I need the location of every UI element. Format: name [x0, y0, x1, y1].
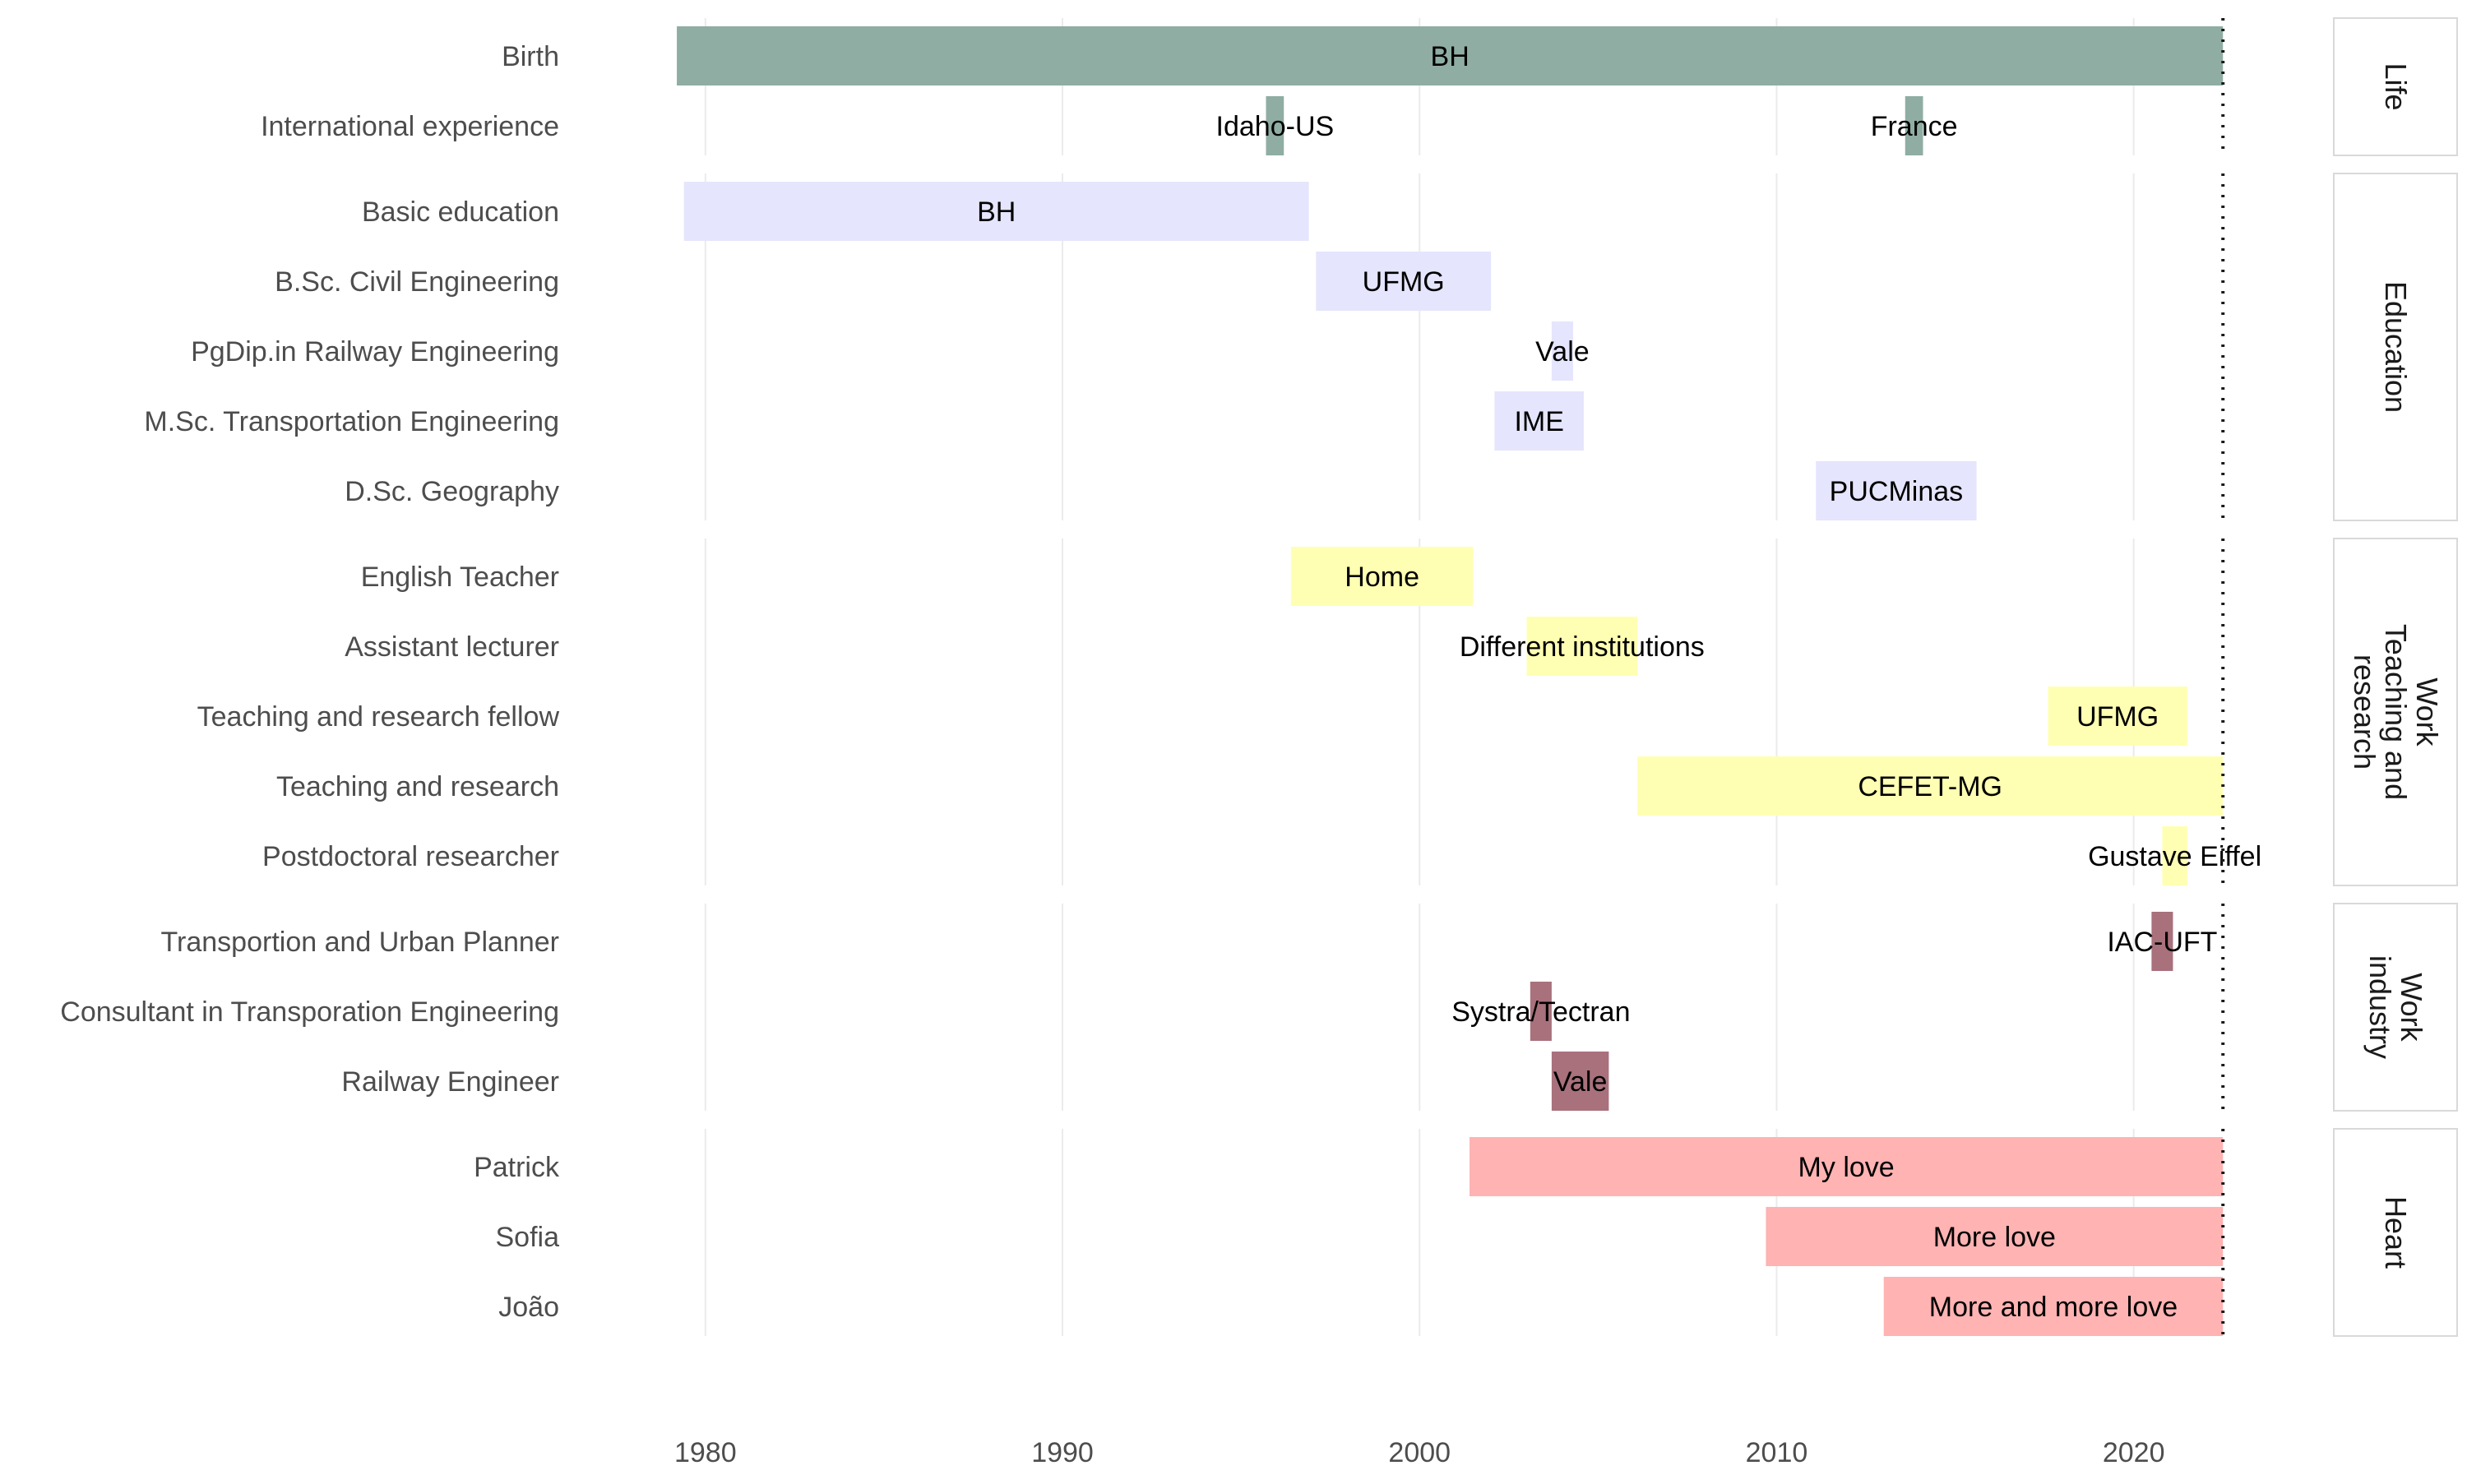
row-label: Transportion and Urban Planner: [161, 927, 559, 958]
timeline-bar: [1266, 96, 1284, 155]
row-label: Consultant in Transporation Engineering: [60, 996, 559, 1028]
timeline-bar: [2162, 826, 2187, 885]
bar-label: CEFET-MG: [1858, 771, 2002, 802]
row-label: Postdoctoral researcher: [262, 841, 559, 872]
row-label: João: [498, 1292, 559, 1323]
facet-strip-label: WorkTeaching andresearch: [2348, 624, 2444, 800]
x-tick-label: 2020: [2103, 1437, 2165, 1468]
facet-strip: [2333, 903, 2458, 1112]
bar-label: France: [1871, 111, 1958, 142]
row-label: Railway Engineer: [341, 1066, 559, 1098]
row-label: Assistant lecturer: [345, 631, 559, 663]
row-label: Teaching and research: [276, 771, 559, 802]
x-tick-label: 1990: [1031, 1437, 1094, 1468]
bar-label: More love: [1933, 1222, 2056, 1253]
facet-strip: [2333, 538, 2458, 886]
facet-strip-label-line: Life: [2379, 62, 2413, 110]
bar-label: BH: [1431, 41, 1470, 72]
bar-label: PUCMinas: [1830, 476, 1963, 507]
facet-strip-label-line: Teaching and: [2379, 624, 2413, 800]
bar-label: Vale: [1535, 336, 1590, 368]
timeline-bar: [677, 26, 2224, 86]
bar-label: Different institutions: [1460, 631, 1705, 663]
facet-strip-label-line: research: [2348, 654, 2381, 770]
facet-strip-label: Workindustry: [2363, 955, 2428, 1059]
bar-label: IME: [1514, 406, 1563, 437]
x-tick-label: 1980: [674, 1437, 737, 1468]
timeline-bar: [1526, 617, 1638, 676]
row-label: PgDip.in Railway Engineering: [191, 336, 559, 368]
timeline-bar: [1470, 1137, 2224, 1196]
facet-strip: [2333, 17, 2458, 156]
bar-label: IAC-UFT: [2107, 927, 2217, 958]
timeline-bar: [683, 182, 1309, 241]
row-label: D.Sc. Geography: [345, 476, 559, 507]
timeline-bar: [1816, 461, 1977, 520]
facet-strip-label-line: Work: [2395, 973, 2428, 1042]
row-label: Patrick: [474, 1152, 560, 1183]
facet-strip-label-line: Work: [2410, 677, 2444, 747]
x-tick-label: 2000: [1388, 1437, 1451, 1468]
timeline-bar: [1530, 982, 1552, 1041]
row-label: Birth: [502, 41, 559, 72]
bar-label: BH: [977, 196, 1016, 228]
row-label: International experience: [261, 111, 559, 142]
timeline-bar: [1290, 547, 1474, 606]
timeline-bar: [1766, 1207, 2224, 1266]
bar-label: My love: [1798, 1152, 1895, 1183]
facet-strip-label: Life: [2379, 62, 2413, 110]
timeline-bar: [2048, 687, 2187, 746]
facet-strip: [2333, 1128, 2458, 1337]
bar-label: Idaho-US: [1216, 111, 1335, 142]
bar-label: Vale: [1553, 1066, 1608, 1098]
facet-strip-label-line: industry: [2363, 955, 2397, 1059]
bar-label: Home: [1345, 562, 1419, 593]
bar-label: Gustave Eiffel: [2088, 841, 2261, 872]
bar-label: UFMG: [2076, 701, 2159, 733]
timeline-bar: [1905, 96, 1923, 155]
timeline-bar: [1494, 391, 1584, 451]
row-label: English Teacher: [361, 562, 559, 593]
bar-label: More and more love: [1929, 1292, 2178, 1323]
bar-label: Systra/Tectran: [1451, 996, 1630, 1028]
row-label: M.Sc. Transportation Engineering: [144, 406, 559, 437]
timeline-bar: [1551, 321, 1573, 381]
timeline-bar: [1637, 756, 2224, 816]
row-label: Basic education: [362, 196, 559, 228]
bar-label: UFMG: [1363, 266, 1445, 298]
facet-strip-label-line: Education: [2379, 281, 2413, 413]
facet-strip-label: Education: [2379, 281, 2413, 413]
row-label: Teaching and research fellow: [197, 701, 560, 733]
timeline-bar: [1316, 252, 1492, 311]
x-tick-label: 2010: [1746, 1437, 1808, 1468]
timeline-bar: [2151, 912, 2173, 971]
facet-strip-label-line: Heart: [2379, 1196, 2413, 1269]
timeline-bar: [1883, 1277, 2224, 1336]
timeline-bar: [1551, 1052, 1609, 1111]
facet-strip-label: Heart: [2379, 1196, 2413, 1269]
row-label: Sofia: [496, 1222, 560, 1253]
facet-strip: [2333, 173, 2458, 521]
row-label: B.Sc. Civil Engineering: [275, 266, 559, 298]
